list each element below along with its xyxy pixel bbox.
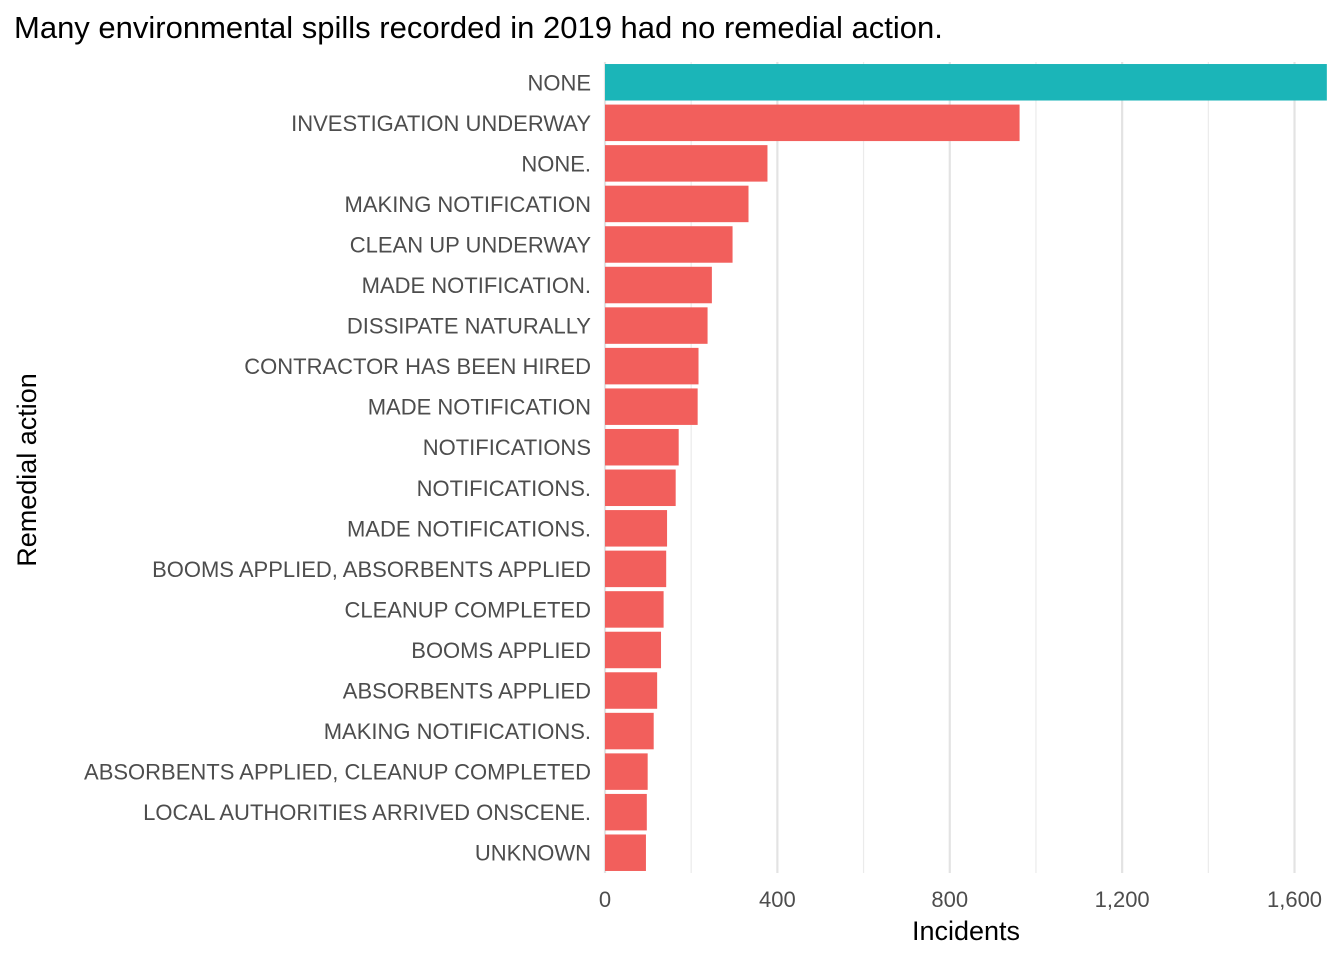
bar: [605, 753, 648, 790]
y-tick-label: INVESTIGATION UNDERWAY: [291, 111, 591, 136]
bar: [605, 672, 658, 709]
x-tick-label: 400: [759, 887, 796, 912]
y-tick-label: CLEANUP COMPLETED: [344, 597, 591, 622]
y-tick-label: DISSIPATE NATURALLY: [347, 314, 591, 339]
y-tick-label: NOTIFICATIONS: [423, 435, 591, 460]
y-tick-label: MAKING NOTIFICATION: [345, 192, 591, 217]
bar: [605, 469, 676, 507]
bar: [605, 185, 749, 223]
y-axis-title: Remedial action: [12, 373, 42, 567]
y-tick-label: BOOMS APPLIED, ABSORBENTS APPLIED: [152, 557, 591, 582]
bar: [605, 64, 1327, 101]
bar: [605, 388, 698, 425]
y-tick-label: MADE NOTIFICATION.: [362, 273, 591, 298]
y-tick-label: LOCAL AUTHORITIES ARRIVED ONSCENE.: [143, 800, 591, 825]
y-tick-label: ABSORBENTS APPLIED, CLEANUP COMPLETED: [84, 760, 591, 785]
y-tick-labels: NONE INVESTIGATION UNDERWAY NONE. MAKING NO…: [84, 70, 591, 865]
bar: [605, 834, 646, 871]
x-tick-labels: 0 400 800 1,200 1,600: [599, 887, 1322, 912]
x-axis-title: Incidents: [912, 916, 1020, 946]
bar: [605, 307, 708, 344]
y-tick-label: ABSORBENTS APPLIED: [343, 679, 591, 704]
y-tick-label: MAKING NOTIFICATIONS.: [324, 719, 591, 744]
y-tick-label: BOOMS APPLIED: [411, 638, 591, 663]
bar: [605, 428, 679, 466]
y-tick-label: NONE.: [521, 151, 591, 176]
bar: [605, 550, 667, 588]
bar: [605, 510, 668, 547]
gridlines: [603, 62, 1296, 873]
x-tick-label: 1,200: [1095, 887, 1150, 912]
bar: [605, 266, 712, 304]
y-tick-label: MADE NOTIFICATIONS.: [347, 516, 591, 541]
bar: [605, 104, 1020, 142]
y-tick-label: CLEAN UP UNDERWAY: [350, 232, 592, 257]
y-tick-label: MADE NOTIFICATION: [368, 395, 591, 420]
y-tick-label: NOTIFICATIONS.: [417, 476, 591, 501]
y-tick-label: NONE: [527, 70, 591, 95]
x-tick-label: 1,600: [1267, 887, 1322, 912]
bars: [605, 64, 1327, 871]
bar: [605, 145, 768, 182]
y-tick-label: UNKNOWN: [475, 841, 591, 866]
bar: [605, 226, 733, 263]
bar: [605, 347, 699, 385]
x-tick-label: 800: [931, 887, 968, 912]
chart-title: Many environmental spills recorded in 20…: [14, 10, 943, 45]
bar: [605, 631, 662, 669]
bar: [605, 712, 654, 750]
bar: [605, 591, 664, 628]
bar: [605, 793, 647, 831]
x-tick-label: 0: [599, 887, 611, 912]
y-tick-label: CONTRACTOR HAS BEEN HIRED: [244, 354, 591, 379]
